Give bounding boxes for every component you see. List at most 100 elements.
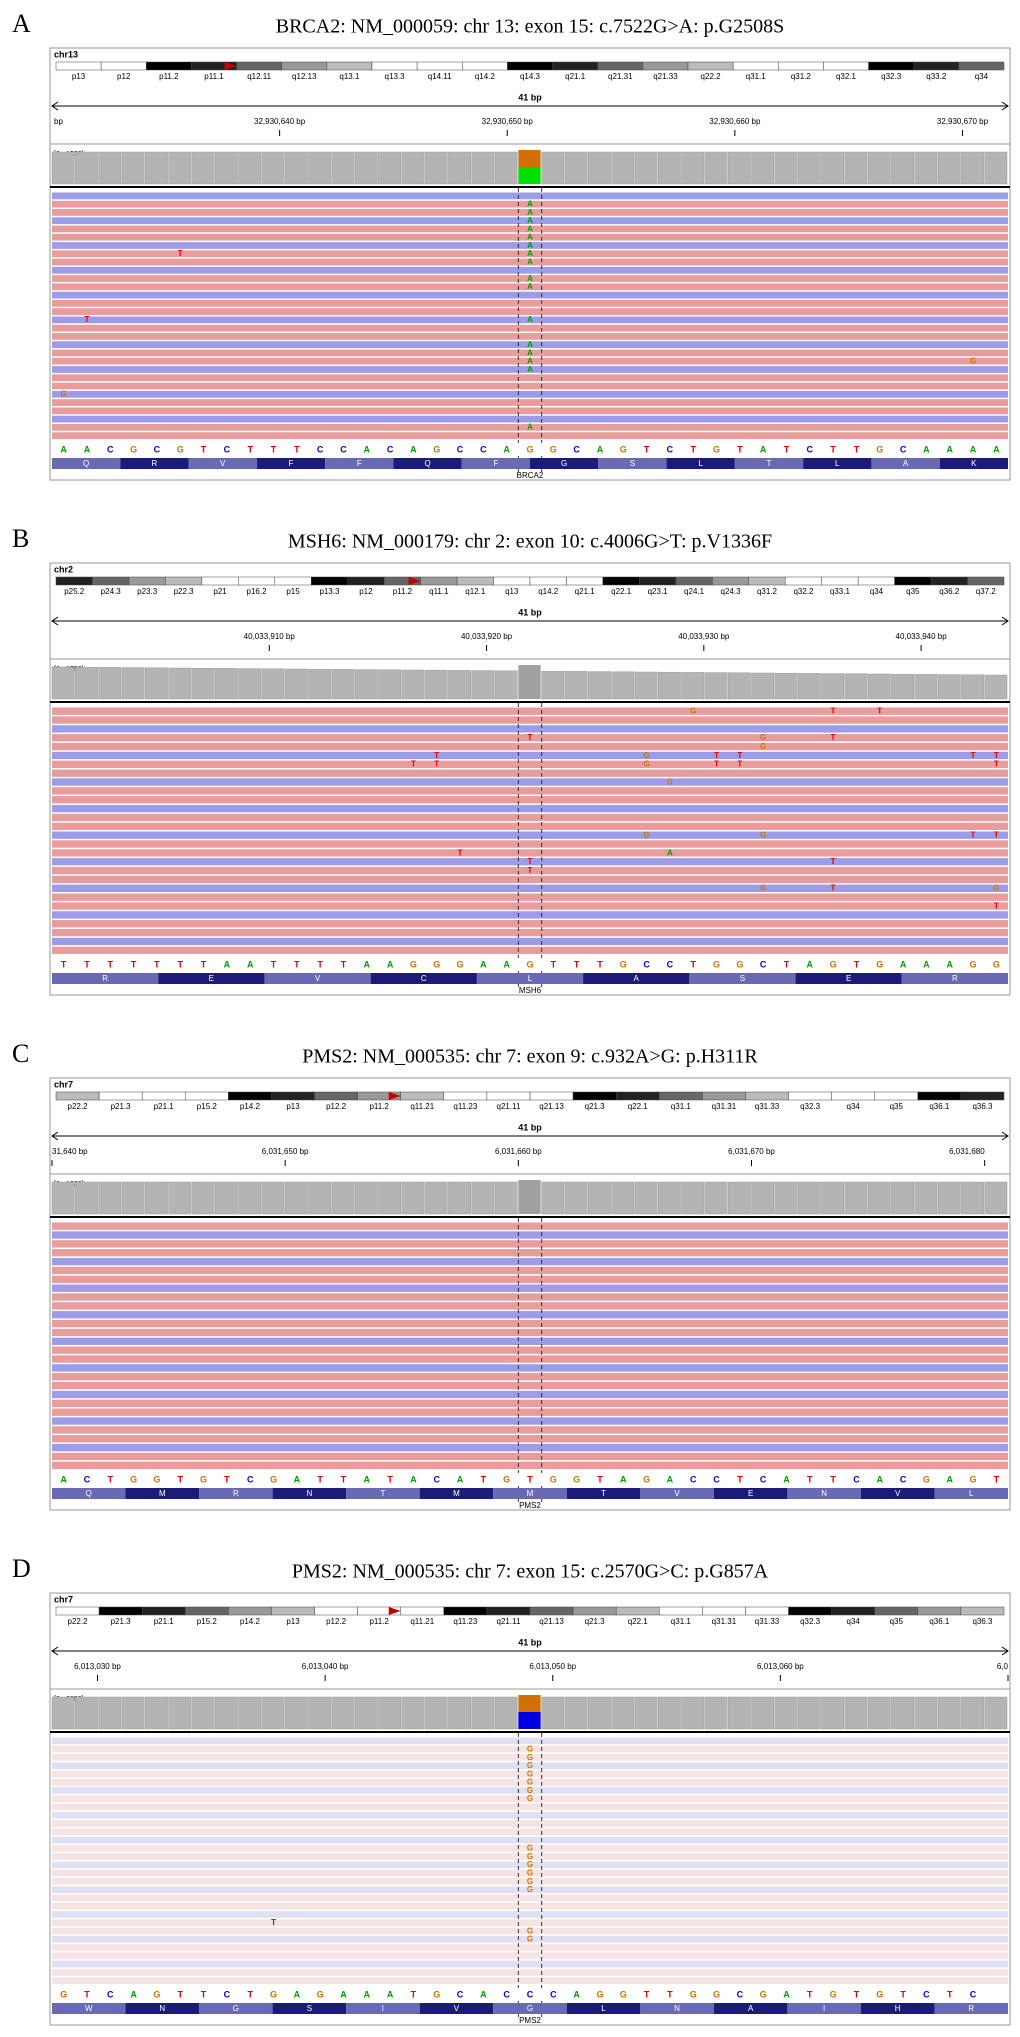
read [52, 432, 1008, 439]
codon [52, 2003, 126, 2014]
reference-base: T [597, 1474, 603, 1484]
reference-base: G [503, 1474, 510, 1484]
reference-base: A [993, 444, 1000, 454]
cytoband [100, 61, 147, 71]
mismatch-base: G [527, 1869, 533, 1878]
coverage-bar [331, 1696, 355, 1730]
coverage-bar [774, 672, 798, 700]
mismatch-base: G [527, 1885, 533, 1894]
cytoband [274, 576, 312, 586]
cytoband [572, 1606, 617, 1616]
cytoband-label: q34 [975, 72, 989, 81]
cytoband [732, 61, 779, 71]
panel-label: A [12, 9, 31, 38]
reference-base: G [457, 959, 464, 969]
coverage-bar [914, 674, 938, 700]
coverage-bar [751, 151, 775, 185]
ruler-unit: bp [54, 117, 63, 126]
span-arrow [51, 101, 1009, 111]
read [52, 822, 1008, 830]
reference-base: A [503, 959, 510, 969]
coverage-bar [214, 1181, 238, 1215]
coverage-bar [588, 151, 611, 185]
mismatch-base: G [527, 1769, 533, 1778]
coverage-bar [727, 1181, 751, 1215]
coverage-bar [588, 1696, 611, 1730]
coverage-bar [75, 151, 98, 185]
ruler-tick-label: 32,930,640 bp [254, 117, 306, 126]
mismatch-base: T [737, 760, 742, 769]
panel-title: PMS2: NM_000535: chr 7: exon 15: c.2570G… [292, 1561, 769, 1583]
read [52, 299, 1008, 307]
coverage-bar [238, 668, 262, 700]
mismatch-base: G [760, 733, 766, 742]
ruler-tick-label: 6,013,050 bp [529, 1662, 576, 1671]
amino-acid: E [748, 1489, 753, 1498]
coverage-bar [51, 666, 75, 700]
read [52, 1795, 1008, 1803]
coverage-bar [145, 1181, 168, 1215]
read [52, 423, 1008, 431]
amino-acid: Q [86, 1489, 92, 1498]
mismatch-base: G [527, 1761, 533, 1770]
reference-base: T [807, 1474, 813, 1484]
reference-base: T [854, 1989, 860, 1999]
cytoband-label: q14.11 [428, 72, 452, 81]
coverage-bar [238, 1696, 262, 1730]
span-label: 41 bp [518, 607, 542, 617]
cytoband [831, 1091, 875, 1101]
read [52, 333, 1008, 340]
amino-acid: G [527, 2004, 533, 2013]
cytoband [185, 1091, 229, 1101]
amino-acid: N [821, 1489, 827, 1498]
reference-base: C [84, 1474, 91, 1484]
coverage-bar-ref [518, 150, 541, 167]
coverage-bar [168, 667, 192, 700]
cytoband [745, 1091, 789, 1101]
reference-base: T [271, 444, 277, 454]
cytoband [857, 576, 895, 586]
read [52, 291, 1008, 299]
codon [370, 973, 477, 984]
cytoband [566, 576, 604, 586]
span-arrow [51, 616, 1009, 626]
cytoband-label: q36.3 [972, 1102, 993, 1111]
coverage-bar [961, 151, 984, 185]
amino-acid: Q [424, 459, 430, 468]
reference-base: G [433, 959, 440, 969]
read [52, 831, 1008, 839]
coverage-bar [191, 1181, 215, 1215]
chromosome-name: chr7 [54, 1594, 73, 1604]
reference-base: G [713, 959, 720, 969]
cytoband [55, 576, 93, 586]
read [52, 1820, 1008, 1827]
ruler-tick-label: 6,013,060 bp [757, 1662, 804, 1671]
read [52, 1828, 1008, 1836]
igv-panel: A BRCA2: NM_000059: chr 13: exon 15: c.75… [12, 9, 1011, 481]
reference-base: T [177, 1989, 183, 1999]
cytoband [185, 1606, 229, 1616]
read [52, 707, 1008, 715]
gene-name: PMS2 [519, 2016, 541, 2025]
coverage-bar [984, 1181, 1008, 1215]
read [52, 1319, 1008, 1328]
cytoband [702, 1091, 746, 1101]
reference-base: C [480, 444, 487, 454]
cytoband [456, 576, 494, 586]
reference-base: C [713, 1474, 720, 1484]
mismatch-base: G [970, 357, 976, 366]
reference-base: T [807, 1989, 813, 1999]
reference-base: T [201, 959, 207, 969]
read [52, 1836, 1008, 1844]
ruler-tick-label: 31,640 bp [52, 1147, 88, 1156]
amino-acid: L [601, 2004, 606, 2013]
reference-base: G [620, 959, 627, 969]
igv-panel: D PMS2: NM_000535: chr 7: exon 15: c.2570… [12, 1554, 1011, 2026]
reference-base: C [317, 444, 324, 454]
mismatch-base: A [527, 249, 533, 258]
reference-base: C [667, 444, 674, 454]
reference-base: A [807, 959, 814, 969]
cytoband [462, 61, 508, 71]
read [52, 407, 1008, 415]
cytoband [960, 1091, 1005, 1101]
